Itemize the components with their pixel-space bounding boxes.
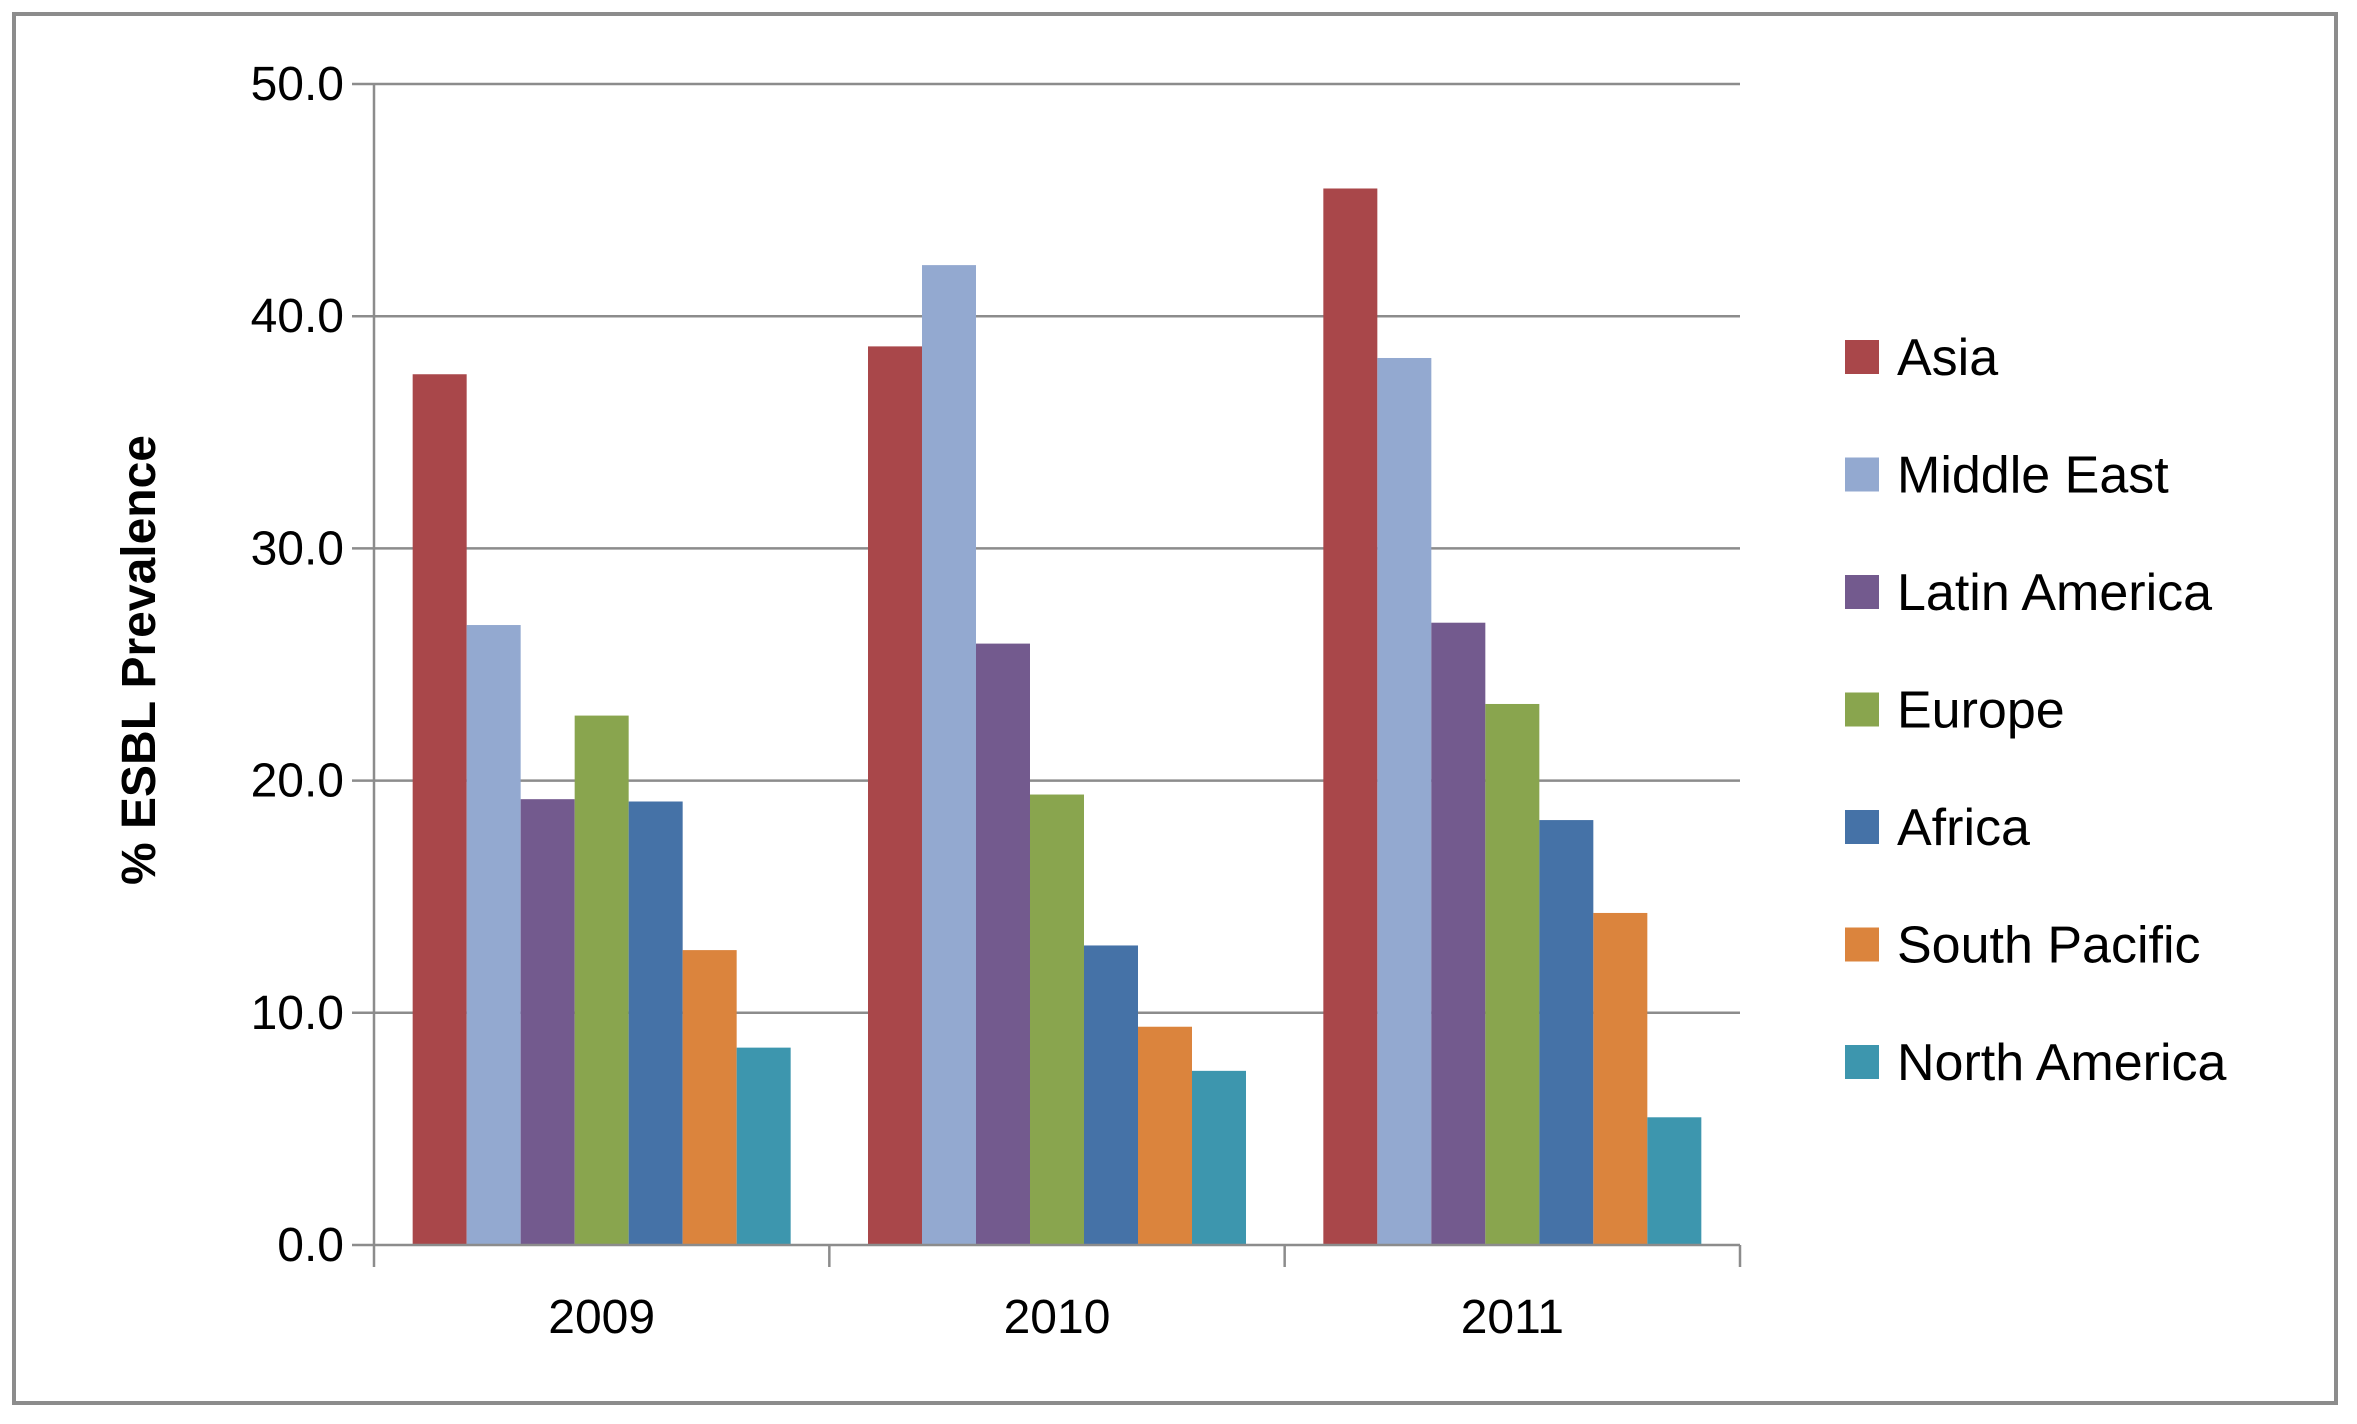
axes (372, 84, 1742, 1267)
x-tick-label: 2011 (1461, 1291, 1564, 1344)
y-tick-label: 10.0 (251, 987, 344, 1040)
bar-latin-america-2011 (1431, 622, 1486, 1245)
y-tick-label: 20.0 (251, 755, 344, 808)
legend-label: Asia (1897, 329, 1998, 387)
bar-asia-2009 (412, 374, 467, 1245)
y-tick-label: 30.0 (251, 522, 344, 575)
bar-europe-2009 (574, 715, 629, 1245)
y-tick-label: 0.0 (277, 1219, 344, 1272)
x-tick-labels: 2009 2010 2011 (548, 1291, 1564, 1344)
bar-north-america-2009 (736, 1047, 791, 1245)
bar-europe-2011 (1485, 703, 1540, 1245)
legend-label: Middle East (1897, 447, 2169, 505)
y-tick-labels: 0.0 10.0 20.0 30.0 40.0 50.0 (251, 58, 374, 1272)
bar-asia-2010 (868, 346, 922, 1245)
bar-north-america-2010 (1192, 1070, 1246, 1245)
legend-label: Africa (1897, 799, 2030, 857)
legend-swatch (1845, 927, 1879, 962)
legend-swatch (1845, 575, 1879, 609)
bar-africa-2011 (1539, 820, 1594, 1245)
bar-middle-east-2011 (1377, 357, 1432, 1246)
bar-africa-2010 (1084, 945, 1138, 1245)
bar-asia-2011 (1323, 188, 1378, 1246)
bar-middle-east-2010 (922, 265, 976, 1246)
y-tick-label: 50.0 (251, 58, 344, 111)
legend-label: South Pacific (1897, 917, 2201, 975)
bars (412, 188, 1702, 1246)
bar-latin-america-2010 (976, 643, 1030, 1245)
legend-label: North America (1897, 1034, 2227, 1092)
bar-europe-2010 (1030, 794, 1084, 1245)
legend-swatch (1845, 692, 1879, 727)
legend-label: Latin America (1897, 564, 2212, 622)
bar-africa-2009 (628, 801, 683, 1245)
bar-south-pacific-2011 (1593, 912, 1648, 1245)
legend-label: Europe (1897, 682, 2065, 740)
legend-swatch (1845, 340, 1879, 374)
legend-swatch (1845, 810, 1879, 844)
y-axis-label: % ESBL Prevalence (113, 435, 166, 885)
bar-north-america-2011 (1647, 1117, 1702, 1245)
bar-south-pacific-2009 (682, 950, 737, 1245)
x-tick-label: 2009 (548, 1291, 655, 1344)
legend-swatch (1845, 457, 1879, 492)
x-tick-label: 2010 (1004, 1291, 1111, 1344)
legend: Asia Middle East Latin America Europe Africa… (1845, 329, 2227, 1092)
bar-south-pacific-2010 (1138, 1026, 1192, 1245)
bar-middle-east-2009 (466, 625, 521, 1245)
legend-swatch (1845, 1045, 1879, 1079)
bar-latin-america-2009 (520, 799, 575, 1245)
y-tick-label: 40.0 (251, 290, 344, 343)
